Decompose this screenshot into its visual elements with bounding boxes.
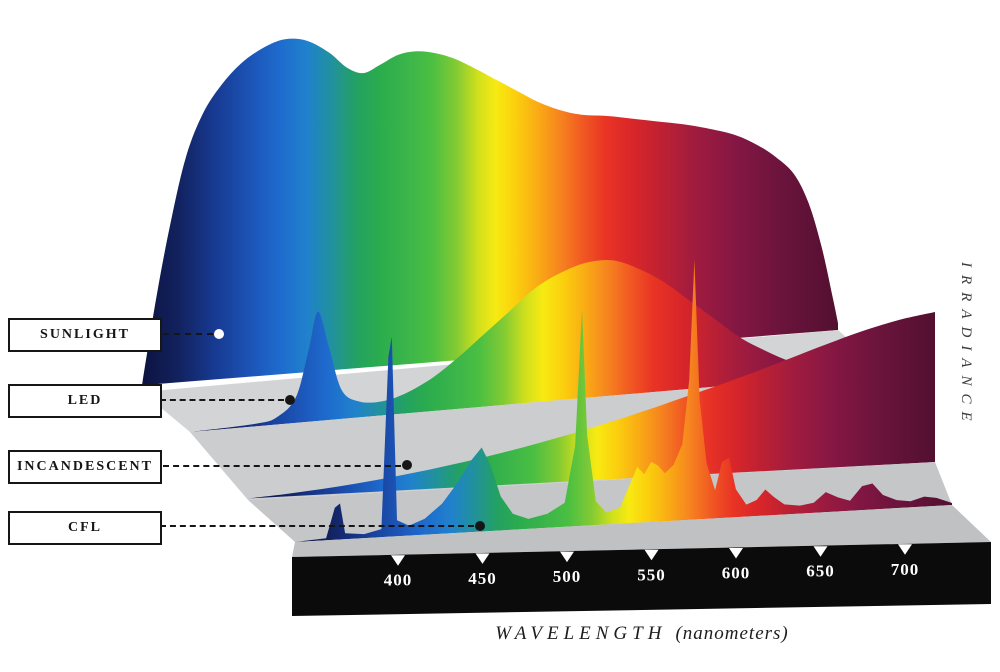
axis-tick-label: 550: [637, 565, 666, 584]
base-plane-cfl: [292, 505, 991, 557]
incandescent-spectrum-curve: [248, 312, 935, 499]
legend-sunlight: SUNLIGHT: [8, 318, 162, 352]
x-axis-title-units: (nanometers): [675, 623, 789, 644]
axis-tick: [644, 549, 659, 561]
axis-tick: [813, 546, 828, 557]
legend-sunlight-label: SUNLIGHT: [40, 327, 130, 342]
axis-bar: [292, 542, 991, 616]
legend-led: LED: [8, 384, 162, 418]
leader-dot-led: [285, 395, 295, 405]
y-axis-title: IRRADIANCE: [958, 262, 974, 429]
x-axis-title-main: WAVELENGTH: [495, 623, 667, 644]
leader-line-cfl: [160, 525, 474, 527]
leader-dot-sunlight: [214, 329, 224, 339]
spectra-layers: [142, 38, 991, 557]
leader-line-incandescent: [163, 465, 401, 467]
wavelength-axis: 400 450 500 550 600 650 700: [292, 542, 991, 616]
legend-incandescent-label: INCANDESCENT: [16, 459, 154, 474]
x-axis-title: WAVELENGTH (nanometers): [292, 623, 992, 645]
axis-tick: [560, 551, 574, 563]
axis-tick-label: 650: [806, 562, 835, 581]
axis-tick-label: 700: [891, 560, 920, 579]
led-spectrum-curve: [190, 259, 885, 432]
axis-tick-label: 450: [468, 569, 497, 588]
legend-cfl: CFL: [8, 511, 162, 545]
axis-tick: [475, 553, 490, 564]
legend-led-label: LED: [67, 393, 103, 408]
leader-line-sunlight: [163, 333, 213, 335]
axis-tick-label: 600: [722, 564, 751, 583]
axis-tick-label: 500: [553, 567, 582, 586]
leader-dot-incandescent: [402, 460, 412, 470]
legend-cfl-label: CFL: [68, 520, 102, 535]
axis-tick: [898, 544, 912, 555]
axis-tick: [729, 548, 743, 559]
axis-tick-label: 400: [384, 571, 413, 590]
leader-line-led: [160, 399, 284, 401]
leader-dot-cfl: [475, 521, 485, 531]
legend-incandescent: INCANDESCENT: [8, 450, 162, 484]
axis-tick: [391, 555, 405, 566]
